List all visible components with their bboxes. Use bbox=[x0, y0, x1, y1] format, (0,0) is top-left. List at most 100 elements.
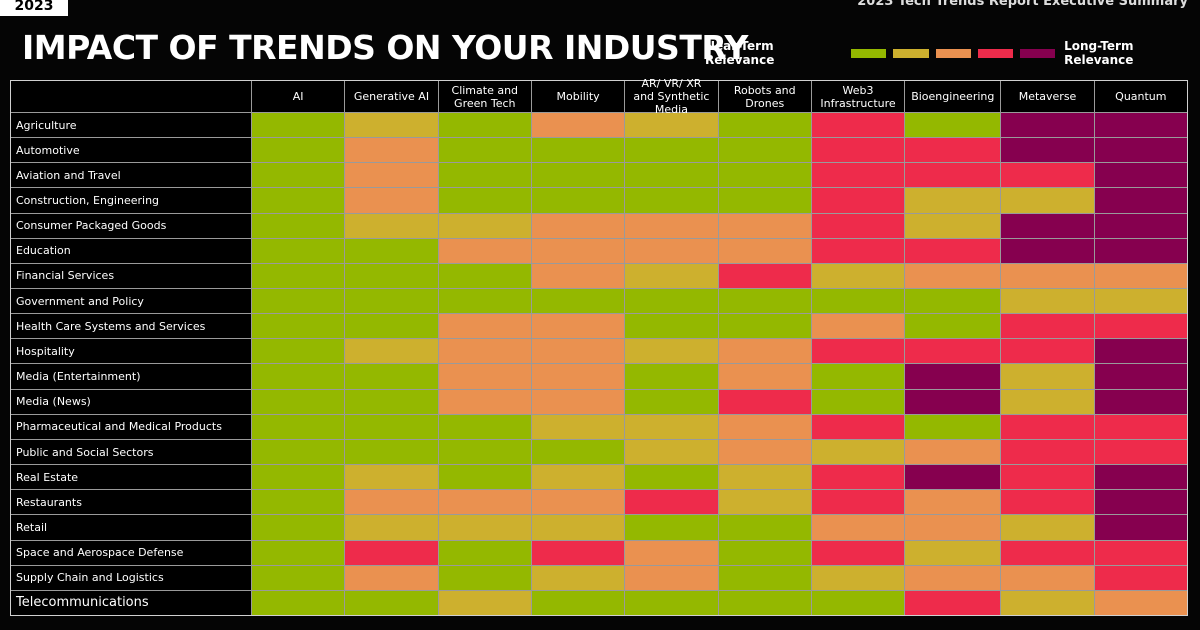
heatmap-cell bbox=[345, 439, 438, 465]
heatmap-cell bbox=[345, 465, 438, 490]
heatmap-cell bbox=[252, 465, 345, 490]
heatmap-cell bbox=[811, 364, 905, 389]
heatmap-cell bbox=[438, 314, 531, 339]
heatmap-cell bbox=[905, 465, 1001, 490]
row-label: Media (Entertainment) bbox=[11, 364, 251, 389]
heatmap-cell bbox=[531, 113, 625, 138]
heatmap-cell bbox=[905, 389, 1001, 414]
heatmap-cell bbox=[718, 540, 811, 565]
heatmap-cell bbox=[905, 339, 1001, 364]
heatmap-cell bbox=[438, 590, 531, 615]
heatmap-cell bbox=[252, 213, 345, 238]
row-label: Telecommunications bbox=[11, 590, 251, 615]
heatmap-cell bbox=[1094, 364, 1187, 389]
heatmap-cell bbox=[252, 364, 345, 389]
heatmap-cell bbox=[718, 414, 811, 439]
heatmap-cell bbox=[811, 540, 905, 565]
heatmap-cell bbox=[625, 540, 718, 565]
heatmap-cell bbox=[1001, 364, 1094, 389]
heatmap-cell bbox=[345, 289, 438, 314]
heatmap-cell bbox=[718, 389, 811, 414]
heatmap-cell bbox=[905, 540, 1001, 565]
heatmap-cell bbox=[438, 439, 531, 465]
heatmap-cell bbox=[438, 113, 531, 138]
heatmap-cell bbox=[531, 465, 625, 490]
heatmap-cell bbox=[1094, 188, 1187, 213]
heatmap-cell bbox=[345, 163, 438, 188]
heatmap-cell bbox=[252, 238, 345, 263]
heatmap-cell bbox=[1094, 515, 1187, 540]
heatmap-cell bbox=[252, 263, 345, 289]
legend-swatch bbox=[935, 48, 971, 58]
heatmap-cell bbox=[905, 314, 1001, 339]
heatmap-cell bbox=[811, 188, 905, 213]
heatmap-cell bbox=[531, 263, 625, 289]
heatmap-cell bbox=[531, 289, 625, 314]
heatmap-cell bbox=[345, 213, 438, 238]
heatmap-cell bbox=[1094, 163, 1187, 188]
legend-swatch bbox=[893, 48, 929, 58]
heatmap-cell bbox=[811, 590, 905, 615]
heatmap-cell bbox=[438, 263, 531, 289]
heatmap-cell bbox=[1094, 439, 1187, 465]
row-label: Public and Social Sectors bbox=[11, 439, 251, 465]
row-label: Restaurants bbox=[11, 490, 251, 515]
heatmap-cell bbox=[718, 364, 811, 389]
heatmap-cell bbox=[345, 314, 438, 339]
heatmap-cell bbox=[252, 590, 345, 615]
heatmap-cell bbox=[252, 565, 345, 590]
heatmap-cell bbox=[905, 439, 1001, 465]
heatmap-cell bbox=[531, 163, 625, 188]
heatmap-cell bbox=[811, 339, 905, 364]
column-header: Web3 Infrastructure bbox=[811, 81, 905, 112]
heatmap-cell bbox=[438, 565, 531, 590]
heatmap-cell bbox=[718, 213, 811, 238]
heatmap-cell bbox=[811, 113, 905, 138]
heatmap-cell bbox=[625, 465, 718, 490]
heatmap-cell bbox=[1001, 314, 1094, 339]
heatmap-cell bbox=[1001, 113, 1094, 138]
heatmap-cell bbox=[718, 113, 811, 138]
heatmap-cell bbox=[905, 238, 1001, 263]
heatmap-cell bbox=[252, 515, 345, 540]
heatmap-cell bbox=[811, 515, 905, 540]
heatmap-cell bbox=[438, 414, 531, 439]
heatmap-cell bbox=[438, 213, 531, 238]
heatmap-cell bbox=[1001, 389, 1094, 414]
heatmap-cell bbox=[905, 590, 1001, 615]
heatmap-cell bbox=[531, 339, 625, 364]
heatmap-cell bbox=[438, 289, 531, 314]
heatmap-cell bbox=[905, 213, 1001, 238]
column-header: Quantum bbox=[1094, 81, 1187, 112]
heatmap-cell bbox=[905, 414, 1001, 439]
heatmap-cell bbox=[811, 465, 905, 490]
row-label: Space and Aerospace Defense bbox=[11, 540, 251, 565]
heatmap-cell bbox=[718, 138, 811, 163]
heatmap-cell bbox=[1001, 163, 1094, 188]
heatmap-cell bbox=[252, 163, 345, 188]
heatmap-cell bbox=[625, 289, 718, 314]
column-header: AR/ VR/ XR and Synthetic Media bbox=[625, 77, 718, 116]
heatmap-cell bbox=[625, 163, 718, 188]
column-header: Mobility bbox=[531, 81, 625, 112]
heatmap-cell bbox=[1001, 490, 1094, 515]
heatmap-cell bbox=[252, 339, 345, 364]
heatmap-cell bbox=[345, 590, 438, 615]
heatmap-cell bbox=[905, 138, 1001, 163]
heatmap-cell bbox=[1094, 238, 1187, 263]
heatmap-cell bbox=[531, 238, 625, 263]
heatmap-cell bbox=[438, 163, 531, 188]
heatmap-cell bbox=[811, 213, 905, 238]
heatmap-cell bbox=[1001, 565, 1094, 590]
heatmap-cell bbox=[811, 490, 905, 515]
heatmap-cell bbox=[252, 289, 345, 314]
heatmap-cell bbox=[811, 263, 905, 289]
row-label: Health Care Systems and Services bbox=[11, 314, 251, 339]
heatmap-cell bbox=[1094, 339, 1187, 364]
heatmap-cell bbox=[345, 364, 438, 389]
heatmap-cell bbox=[345, 339, 438, 364]
heatmap-cell bbox=[345, 238, 438, 263]
heatmap-cell bbox=[531, 389, 625, 414]
heatmap-cell bbox=[905, 515, 1001, 540]
